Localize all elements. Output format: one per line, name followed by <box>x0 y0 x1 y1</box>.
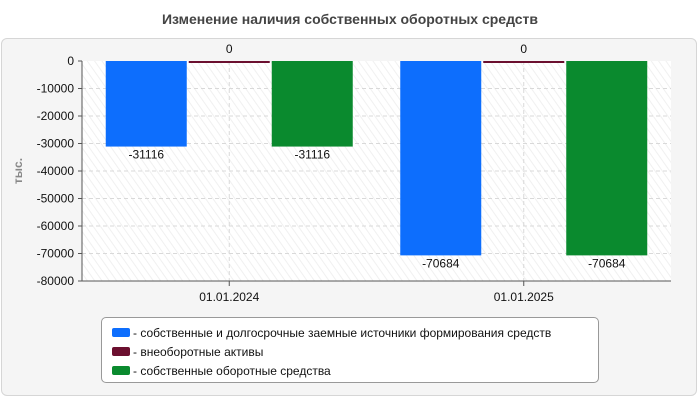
y-tick-label: -70000 <box>37 247 75 261</box>
legend-swatch-sources <box>112 328 130 337</box>
data-label-s1-c1: 0 <box>520 42 527 56</box>
axes <box>78 60 671 286</box>
y-tick-label: -20000 <box>37 109 75 123</box>
bar-s1-c1 <box>483 61 565 63</box>
y-tick-label: -40000 <box>37 164 75 178</box>
y-tick-label: -30000 <box>37 137 75 151</box>
legend: - собственные и долгосрочные заемные ист… <box>101 317 599 383</box>
legend-item-sources: - собственные и долгосрочные заемные ист… <box>112 323 598 342</box>
bar-s0-c0 <box>105 61 187 147</box>
bars <box>105 61 648 256</box>
chart-title: Изменение наличия собственных оборотных … <box>161 11 539 27</box>
bar-s0-c1 <box>400 61 482 256</box>
y-tick-label: -10000 <box>37 82 75 96</box>
legend-swatch-noncurrent-assets <box>112 347 130 356</box>
y-tick-label: -80000 <box>37 274 75 288</box>
data-label-s0-c0: -31116 <box>128 148 164 162</box>
labels: 0 -10000 -20000 -30000 -40000 -50000 -60000 -70… <box>37 42 626 304</box>
data-label-s2-c1: -70684 <box>588 256 626 270</box>
bar-s2-c1 <box>566 61 648 256</box>
data-label-s0-c1: -70684 <box>422 256 460 270</box>
legend-item-working-capital: - собственные оборотные средства <box>112 361 598 380</box>
bar-s2-c0 <box>271 61 353 147</box>
x-tick-label: 01.01.2024 <box>199 290 259 304</box>
legend-item-noncurrent-assets: - внеоборотные активы <box>112 342 598 361</box>
y-tick-label: -50000 <box>37 192 75 206</box>
y-tick-label: -60000 <box>37 219 75 233</box>
legend-swatch-working-capital <box>112 366 130 375</box>
y-axis-label: тыс. <box>11 158 25 184</box>
bar-s1-c0 <box>188 61 270 63</box>
data-label-s1-c0: 0 <box>226 42 233 56</box>
legend-label-working-capital: - собственные оборотные средства <box>133 363 331 378</box>
legend-label-noncurrent-assets: - внеоборотные активы <box>133 344 264 359</box>
data-label-s2-c0: -31116 <box>294 148 330 162</box>
x-tick-label: 01.01.2025 <box>494 290 554 304</box>
legend-label-sources: - собственные и долгосрочные заемные ист… <box>133 325 552 340</box>
y-tick-label: 0 <box>67 54 74 68</box>
